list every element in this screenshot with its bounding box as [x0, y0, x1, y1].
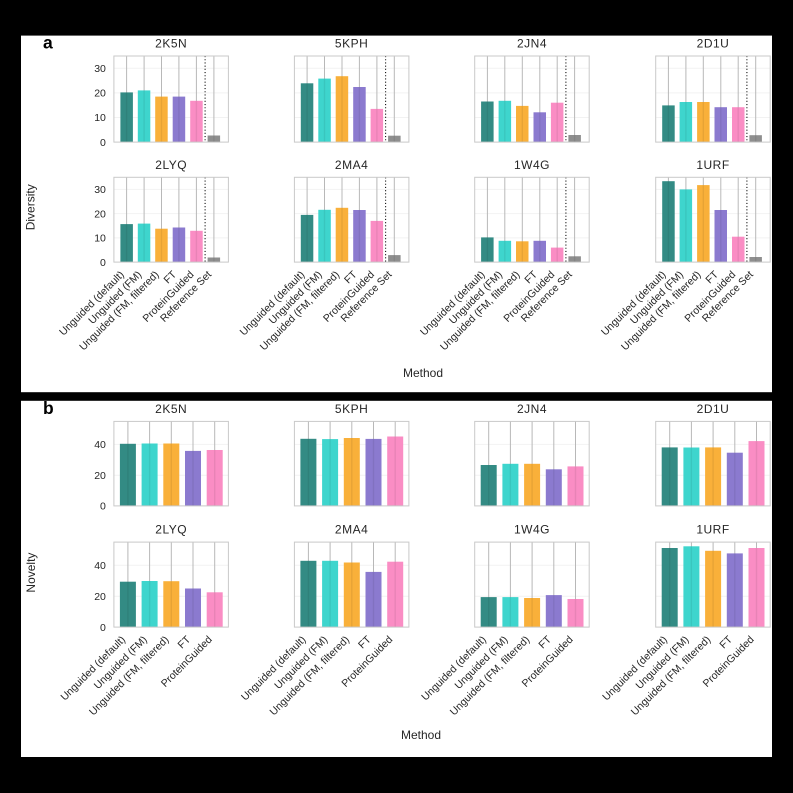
svg-text:20: 20 [94, 470, 106, 482]
svg-text:2JN4: 2JN4 [517, 402, 547, 416]
svg-text:0: 0 [100, 622, 106, 634]
svg-text:Method: Method [403, 366, 443, 380]
svg-text:2MA4: 2MA4 [335, 158, 368, 172]
svg-text:30: 30 [94, 184, 106, 196]
svg-text:0: 0 [100, 137, 106, 149]
svg-text:20: 20 [94, 88, 106, 100]
svg-text:Diversity: Diversity [24, 184, 38, 230]
svg-text:5KPH: 5KPH [335, 37, 368, 51]
svg-text:20: 20 [94, 591, 106, 603]
svg-text:2D1U: 2D1U [697, 37, 730, 51]
svg-text:1URF: 1URF [696, 523, 729, 537]
svg-text:2LYQ: 2LYQ [155, 158, 187, 172]
svg-text:2LYQ: 2LYQ [155, 523, 187, 537]
svg-text:1W4G: 1W4G [514, 523, 550, 537]
svg-text:1W4G: 1W4G [514, 158, 550, 172]
svg-text:30: 30 [94, 63, 106, 75]
svg-text:10: 10 [94, 112, 106, 124]
svg-text:2JN4: 2JN4 [517, 37, 547, 51]
svg-text:0: 0 [100, 501, 106, 513]
svg-text:2K5N: 2K5N [155, 37, 187, 51]
svg-text:2MA4: 2MA4 [335, 523, 368, 537]
svg-text:40: 40 [94, 560, 106, 572]
svg-text:5KPH: 5KPH [335, 402, 368, 416]
svg-text:0: 0 [100, 257, 106, 269]
svg-text:10: 10 [94, 233, 106, 245]
svg-text:Novelty: Novelty [24, 553, 38, 593]
svg-text:2K5N: 2K5N [155, 402, 187, 416]
svg-text:40: 40 [94, 439, 106, 451]
svg-text:a: a [43, 33, 53, 53]
svg-text:1URF: 1URF [696, 158, 729, 172]
svg-text:2D1U: 2D1U [697, 402, 730, 416]
svg-text:b: b [43, 398, 54, 418]
svg-text:20: 20 [94, 208, 106, 220]
svg-text:Method: Method [401, 728, 441, 742]
